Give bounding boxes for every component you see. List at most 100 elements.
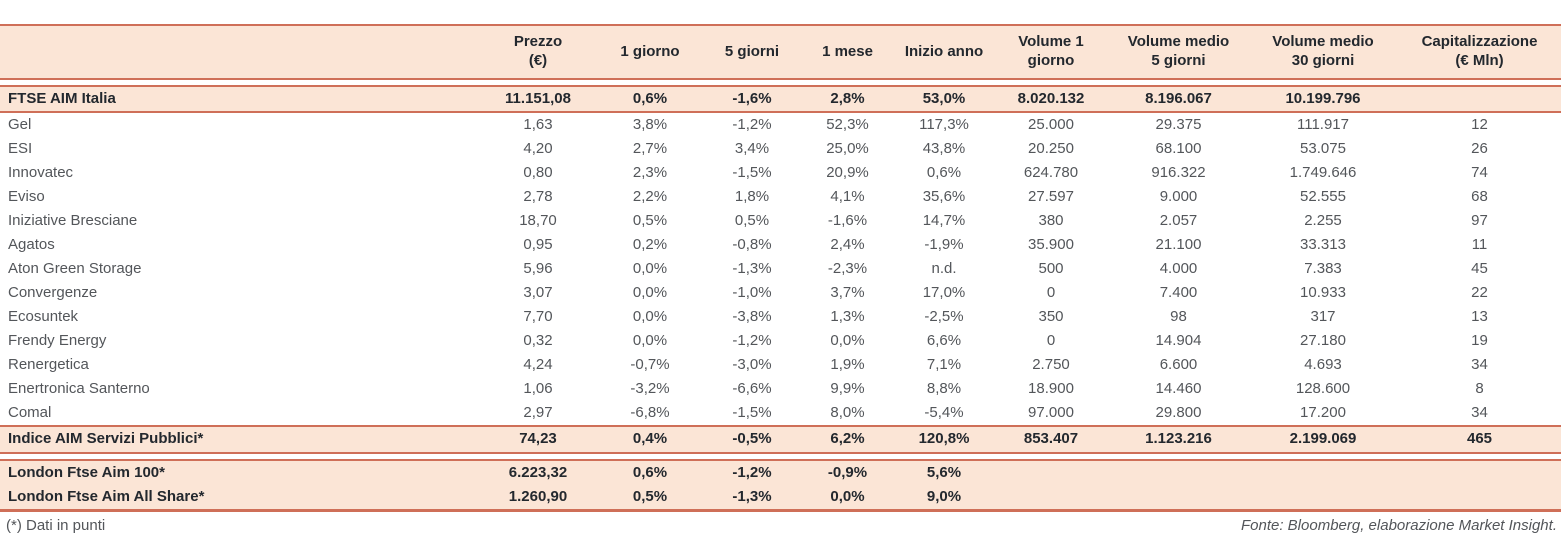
cell: -1,0% [732, 283, 772, 301]
cell: 2.199.069 [1289, 430, 1357, 448]
points-footnote: (*) Dati in punti [6, 516, 106, 533]
table-row: Innovatec 0,80 2,3% -1,5% 20,9% 0,6% 624.780 91… [0, 161, 1561, 185]
cell: 2,4% [830, 235, 865, 253]
cell: 2,2% [632, 187, 668, 205]
cell: 20.250 [1028, 139, 1074, 157]
cell: 5,6% [926, 463, 962, 481]
cell: -1,2% [732, 463, 772, 481]
cell: 0,5% [632, 487, 668, 505]
cell: 52.555 [1300, 187, 1346, 205]
cell: -3,0% [732, 355, 772, 373]
cell: -3,8% [732, 307, 772, 325]
cell: -6,6% [732, 379, 772, 397]
table-row: Convergenze 3,07 0,0% -1,0% 3,7% 17,0% 0 7.400 1… [0, 281, 1561, 305]
cell: -1,2% [732, 331, 772, 349]
cell: 53,0% [922, 89, 966, 107]
column-header-volume-1-giorno: Volume 1 giorno [1018, 33, 1084, 69]
column-header-volume-medio-5: Volume medio 5 giorni [1127, 33, 1230, 69]
cell: 18.900 [1028, 379, 1074, 397]
services-top-rule [0, 425, 1561, 427]
cell: 21.100 [1155, 235, 1202, 253]
cell: 2.750 [1032, 355, 1070, 373]
cell: 34 [1471, 403, 1488, 421]
row-label: Indice AIM Servizi Pubblici* [8, 430, 204, 448]
cell: 500 [1038, 259, 1064, 277]
row-label: Enertronica Santerno [8, 379, 150, 397]
cell: 128.600 [1295, 379, 1351, 397]
cell: 0,0% [632, 331, 668, 349]
table-row: London Ftse Aim 100* 6.223,32 0,6% -1,2% -0,… [0, 461, 1561, 485]
column-header-1-mese: 1 mese [822, 42, 873, 60]
cell: -1,5% [732, 403, 772, 421]
cell: 20,9% [826, 163, 869, 181]
cell: 13 [1471, 307, 1488, 325]
row-label: Renergetica [8, 355, 89, 373]
cell: 0,0% [830, 331, 865, 349]
table-row: Ecosuntek 7,70 0,0% -3,8% 1,3% -2,5% 350 98 317 1… [0, 305, 1561, 329]
cell: 4,20 [523, 139, 553, 157]
table-row: Frendy Energy 0,32 0,0% -1,2% 0,0% 6,6% 0 14.90… [0, 329, 1561, 353]
cell: -1,3% [732, 487, 772, 505]
cell: 1.260,90 [508, 487, 568, 505]
cell: n.d. [931, 259, 957, 277]
cell: 4.000 [1159, 259, 1198, 277]
cell: -1,6% [827, 211, 868, 229]
cell: 7.383 [1304, 259, 1342, 277]
row-label: Gel [8, 115, 32, 133]
ftse-aim-italia-section: FTSE AIM Italia 11.151,08 0,6% -1,6% 2,8% 53,… [0, 87, 1561, 111]
cell: 8.196.067 [1145, 89, 1212, 107]
cell: -1,5% [732, 163, 772, 181]
table-row: London Ftse Aim All Share* 1.260,90 0,5% -1… [0, 485, 1561, 509]
cell: 4.693 [1304, 355, 1342, 373]
cell: 9.000 [1159, 187, 1198, 205]
cell: 0,95 [523, 235, 553, 253]
cell: 35.900 [1028, 235, 1074, 253]
cell: 1,06 [523, 379, 553, 397]
cell: 34 [1471, 355, 1488, 373]
cell: 9,9% [830, 379, 865, 397]
cell: 43,8% [922, 139, 966, 157]
cell: 52,3% [826, 115, 869, 133]
table-row: Renergetica 4,24 -0,7% -3,0% 1,9% 7,1% 2.750 6.… [0, 353, 1561, 377]
cell: -1,6% [732, 89, 772, 107]
cell: -5,4% [924, 403, 964, 421]
cell: 1.749.646 [1289, 163, 1357, 181]
top-margin [0, 0, 1561, 24]
cell: 1,8% [734, 187, 770, 205]
table-row: FTSE AIM Italia 11.151,08 0,6% -1,6% 2,8% 53,… [0, 87, 1561, 111]
cell: 4,1% [830, 187, 865, 205]
row-label: Agatos [8, 235, 55, 253]
row-label: Comal [8, 403, 52, 421]
stocks-section: Gel 1,63 3,8% -1,2% 52,3% 117,3% 25.000 29.375 1… [0, 113, 1561, 425]
table-row: Enertronica Santerno 1,06 -3,2% -6,6% 9,9% 8,… [0, 377, 1561, 401]
column-header-capitalizzazione: Capitalizzazione (€ Mln) [1421, 33, 1538, 69]
cell: 14.460 [1155, 379, 1202, 397]
cell: 19 [1471, 331, 1488, 349]
cell: 0,5% [632, 211, 668, 229]
cell: 6,2% [830, 430, 865, 448]
row-label: ESI [8, 139, 33, 157]
row-label: Innovatec [8, 163, 74, 181]
row-label: Ecosuntek [8, 307, 79, 325]
services-bottom-rule [0, 452, 1561, 454]
cell: 6.223,32 [508, 463, 568, 481]
cell: -1,3% [732, 259, 772, 277]
cell: 0,2% [632, 235, 668, 253]
cell: 317 [1310, 307, 1336, 325]
cell: 0,0% [632, 283, 668, 301]
cell: 2.057 [1159, 211, 1198, 229]
cell: 8.020.132 [1017, 89, 1085, 107]
cell: 68 [1471, 187, 1488, 205]
cell: -6,8% [630, 403, 670, 421]
table-footer: (*) Dati in punti Fonte: Bloomberg, elab… [0, 512, 1561, 533]
cell: 7.400 [1159, 283, 1198, 301]
index-bottom-rule [0, 111, 1561, 113]
cell: 0,6% [926, 163, 962, 181]
table-row: Aton Green Storage 5,96 0,0% -1,3% -2,3% n.d.… [0, 257, 1561, 281]
servizi-pubblici-section: Indice AIM Servizi Pubblici* 74,23 0,4% -0,… [0, 427, 1561, 452]
cell: 2,97 [523, 403, 553, 421]
cell: 25.000 [1028, 115, 1074, 133]
cell: 97.000 [1028, 403, 1074, 421]
column-header-inizio-anno: Inizio anno [904, 42, 984, 60]
